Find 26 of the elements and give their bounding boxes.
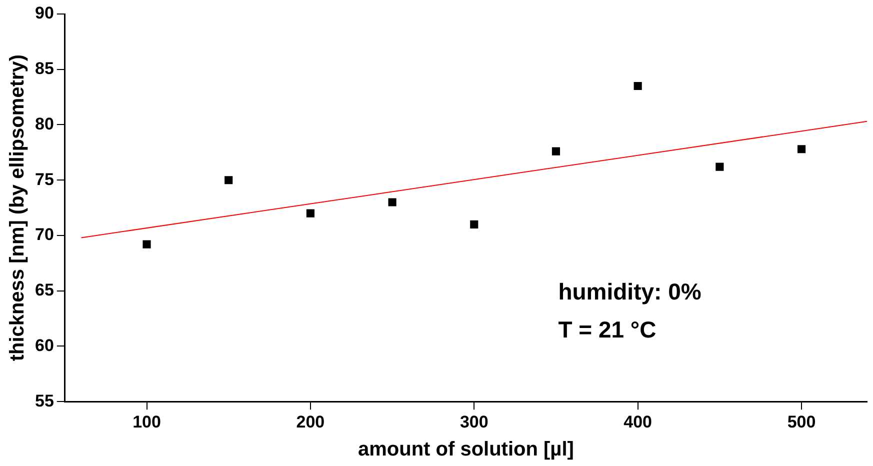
x-tick-label: 500 bbox=[787, 412, 816, 432]
annotation: T = 21 °C bbox=[558, 316, 656, 342]
y-tick-label: 90 bbox=[34, 4, 54, 23]
y-tick-label: 80 bbox=[34, 114, 54, 134]
y-tick-label: 60 bbox=[34, 336, 54, 355]
y-tick-label: 55 bbox=[34, 391, 54, 410]
point bbox=[142, 240, 151, 248]
x-axis-title: amount of solution [µl] bbox=[358, 438, 574, 461]
y-tick-label: 85 bbox=[34, 59, 54, 78]
point bbox=[470, 220, 478, 228]
y-tick-label: 75 bbox=[34, 170, 54, 189]
point bbox=[716, 162, 724, 171]
y-axis-title: thickness [nm] (by ellipsometry) bbox=[6, 54, 29, 362]
x-tick-label: 400 bbox=[624, 412, 652, 432]
point bbox=[388, 198, 396, 206]
x-tick-label: 200 bbox=[296, 412, 325, 432]
y-tick-label: 70 bbox=[34, 225, 54, 244]
y-tick-label: 65 bbox=[34, 280, 54, 300]
point bbox=[552, 147, 560, 156]
x-tick-label: 100 bbox=[132, 412, 161, 432]
annotation: humidity: 0% bbox=[558, 278, 702, 304]
point bbox=[797, 145, 806, 154]
point bbox=[306, 209, 314, 218]
point bbox=[634, 82, 642, 90]
point bbox=[224, 176, 233, 184]
x-tick-label: 300 bbox=[460, 412, 488, 432]
